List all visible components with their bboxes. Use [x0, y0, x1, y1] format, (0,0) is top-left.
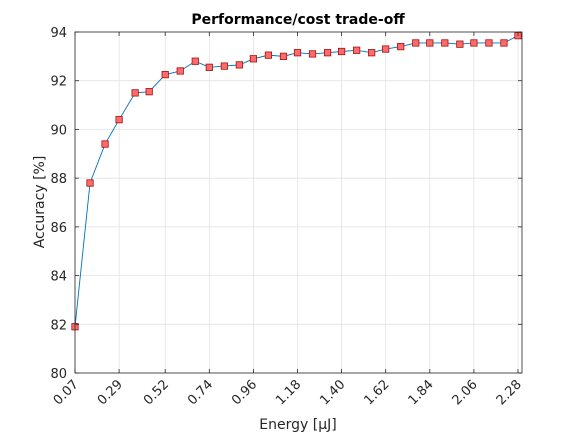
- y-tick-label: 80: [50, 367, 67, 382]
- x-tick-label: 1.84: [406, 377, 437, 408]
- data-point-marker: [456, 40, 464, 48]
- x-tick-label: 0.96: [229, 377, 260, 408]
- data-point-marker: [308, 50, 317, 58]
- x-axis-title: Energy [μJ]: [259, 417, 336, 433]
- y-tick-label: 84: [50, 270, 67, 285]
- data-point-marker: [353, 46, 361, 54]
- data-point-marker: [161, 71, 169, 79]
- data-point-marker: [323, 49, 332, 57]
- data-point-marker: [264, 51, 273, 59]
- data-point-marker: [131, 89, 139, 97]
- data-point-marker: [337, 47, 346, 56]
- y-tick-label: 94: [50, 26, 67, 41]
- x-tick-label: 0.29: [95, 377, 126, 408]
- data-point-marker: [397, 43, 405, 51]
- x-tick-label: 0.74: [185, 377, 216, 408]
- x-tick-label: 1.40: [317, 377, 348, 408]
- data-point-marker: [470, 39, 478, 47]
- data-point-marker: [191, 57, 199, 65]
- data-point-marker: [382, 45, 390, 53]
- data-point-marker: [86, 179, 94, 187]
- x-tick-label: 1.62: [361, 377, 392, 408]
- data-point-marker: [500, 39, 508, 47]
- data-point-marker: [205, 63, 213, 71]
- chart-title: Performance/cost trade-off: [191, 12, 405, 28]
- data-point-marker: [145, 88, 153, 96]
- data-point-marker: [249, 55, 257, 63]
- data-point-marker: [235, 61, 243, 69]
- x-tick-label: 1.18: [273, 377, 304, 408]
- data-point-marker: [426, 39, 434, 47]
- data-point-marker: [485, 39, 493, 47]
- x-tick-label: 2.28: [494, 377, 525, 408]
- y-axis-title: Accuracy [%]: [32, 156, 48, 249]
- data-point-marker: [441, 39, 449, 47]
- data-point-marker: [293, 49, 302, 57]
- y-tick-label: 88: [50, 172, 67, 187]
- data-point-marker: [115, 116, 123, 124]
- data-point-marker: [176, 67, 184, 75]
- y-tick-label: 86: [50, 221, 67, 236]
- y-tick-label: 82: [50, 318, 67, 333]
- data-point-marker: [412, 39, 420, 47]
- data-point-marker: [279, 52, 288, 60]
- plot-background: [75, 32, 522, 373]
- data-point-marker: [220, 62, 228, 70]
- data-point-marker: [101, 140, 109, 148]
- y-tick-label: 92: [50, 75, 67, 90]
- plot-frame: [74, 31, 523, 374]
- data-point-marker: [368, 49, 376, 57]
- tick-marks: [74, 31, 522, 374]
- y-tick-label: 90: [50, 123, 67, 138]
- x-tick-label: 0.52: [141, 377, 172, 408]
- x-tick-label: 2.06: [450, 377, 481, 408]
